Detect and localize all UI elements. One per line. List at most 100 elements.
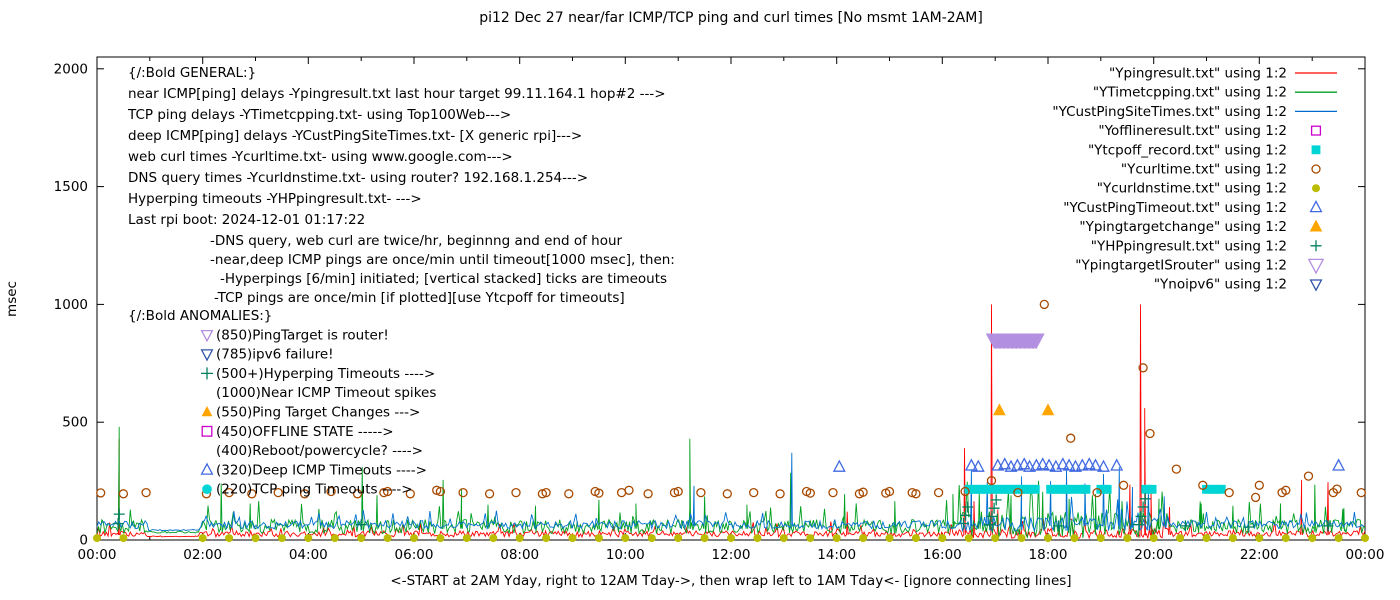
point-ycurldnstime <box>938 534 947 543</box>
point-ycurldnstime <box>1070 534 1079 543</box>
point-ycurldnstime <box>859 534 868 543</box>
point-ycustpingtimeout <box>1062 458 1076 471</box>
legend: "Ypingresult.txt" using 1:2 "YTimetcpping… <box>1052 66 1337 293</box>
anomaly-line: (850)PingTarget is router! <box>216 327 389 343</box>
point-ycurltime <box>273 487 283 498</box>
point-ycurltime <box>1254 480 1264 490</box>
legend-label-ycustpingtimeout: "YCustPingTimeout.txt" using 1:2 <box>1063 200 1287 216</box>
legend-label-ynoipv6: "Ynoipv6" using 1:2 <box>1154 277 1287 293</box>
point-yhppingresult <box>988 502 1000 514</box>
point-ycustpingtimeout <box>1010 458 1024 471</box>
general-note-line: DNS query times -Ycurldnstime.txt- using… <box>128 170 588 186</box>
point-ycurltime <box>696 487 706 498</box>
point-ycurldnstime <box>1281 534 1290 543</box>
general-note-line: Last rpi boot: 2024-12-01 01:17:22 <box>128 212 365 228</box>
point-ycurldnstime <box>1017 534 1026 543</box>
point-ycurldnstime <box>911 534 920 543</box>
point-ycurldnstime <box>1044 534 1052 543</box>
legend-marker-ypingtargetisrouter <box>1307 258 1325 275</box>
point-ycurldnstime <box>621 534 630 543</box>
anomaly-marker <box>201 367 213 380</box>
legend-label-ycustpingsitetimes: "YCustPingSiteTimes.txt" using 1:2 <box>1052 104 1287 120</box>
point-ycurltime <box>828 487 838 498</box>
general-note-line: TCP ping delays -YTimetcpping.txt- using… <box>127 107 511 123</box>
point-ycurltime <box>458 487 468 498</box>
point-yhppingresult <box>1053 520 1065 532</box>
point-ycurldnstime <box>1228 534 1237 543</box>
point-ycurltime <box>858 487 868 497</box>
point-ytcpoff_record <box>1068 484 1078 494</box>
point-ytcpoff_record <box>1030 484 1040 494</box>
point-ycurltime <box>1145 428 1155 439</box>
point-yhppingresult <box>1179 520 1191 532</box>
point-ycurltime <box>247 489 257 499</box>
point-yhppingresult <box>1139 493 1151 505</box>
point-ycurldnstime <box>1308 534 1317 543</box>
point-ycurldnstime <box>1255 534 1264 543</box>
y-axis-label: msec <box>4 281 20 317</box>
point-yhppingresult <box>355 519 367 531</box>
x-tick-label: 08:00 <box>500 547 539 563</box>
point-ycurltime <box>594 488 604 498</box>
x-tick-label: 16:00 <box>923 547 962 563</box>
point-ycurldnstime <box>806 534 815 543</box>
point-ycustpingtimeout <box>991 458 1005 471</box>
anomaly-line: {/:Bold ANOMALIES:} <box>128 308 272 324</box>
point-ycustpingtimeout <box>1332 458 1346 471</box>
anomaly-marker <box>200 462 214 475</box>
x-tick-label: 02:00 <box>183 547 222 563</box>
legend-marker-yofflineresult <box>1310 125 1322 136</box>
x-tick-label: 12:00 <box>712 547 751 563</box>
anomaly-line: (550)Ping Target Changes ---> <box>216 405 420 421</box>
x-tick-label: 04:00 <box>289 547 328 563</box>
point-ycurltime <box>1118 480 1129 490</box>
point-ycurltime <box>382 486 393 497</box>
point-ycurltime <box>405 489 415 499</box>
point-ycurltime <box>643 489 653 499</box>
general-note-line: -Hyperpings [6/min] initiated; [vertical… <box>220 271 667 287</box>
point-ycurldnstime <box>753 534 762 543</box>
point-ycurldnstime <box>330 534 339 543</box>
point-ycustpingtimeout <box>1042 458 1056 471</box>
point-ycurldnstime <box>410 534 418 543</box>
point-ycurltime <box>1092 487 1102 498</box>
legend-marker-ycustpingtimeout <box>1309 200 1323 213</box>
legend-label-ytcpoff_record: "Ytcpoff_record.txt" using 1:2 <box>1088 142 1287 158</box>
point-ycustpingtimeout <box>1069 459 1082 472</box>
point-ycustpingtimeout <box>1082 457 1096 470</box>
point-ycurldnstime <box>885 534 894 543</box>
point-ycurltime <box>1171 464 1182 474</box>
point-ycurldnstime <box>700 534 709 543</box>
legend-label-yhppingresult: "YHPpingresult.txt" using 1:2 <box>1091 238 1287 254</box>
general-note-line: deep ICMP[ping] delays -YCustPingSiteTim… <box>128 128 582 144</box>
point-ycustpingtimeout <box>1036 457 1050 470</box>
point-ycurltime <box>884 486 895 497</box>
point-yhppingresult <box>1322 520 1334 532</box>
point-yhppingresult <box>1243 521 1255 533</box>
point-ycurltime <box>1224 487 1234 498</box>
point-yhppingresult <box>1133 519 1145 531</box>
x-tick-label: 00:00 <box>78 547 117 563</box>
point-yhppingresult <box>962 501 974 513</box>
point-ycurltime <box>326 486 336 497</box>
point-ycurldnstime <box>647 534 656 543</box>
legend-label-ypingresult: "Ypingresult.txt" using 1:2 <box>1109 66 1287 82</box>
general-note-line: near ICMP[ping] delays -Ypingresult.txt … <box>128 86 666 102</box>
point-ycurltime <box>669 487 680 498</box>
point-ycurltime <box>1281 485 1291 495</box>
point-ycurltime <box>1332 484 1342 494</box>
point-yhppingresult <box>112 518 124 529</box>
general-note-line: web curl times -Ycurltime.txt- using www… <box>128 149 513 165</box>
point-ycurldnstime <box>964 534 973 543</box>
point-ycurltime <box>564 489 574 499</box>
general-note-line: -DNS query, web curl are twice/hr, begin… <box>210 233 623 249</box>
point-ycurltime <box>511 487 521 498</box>
anomaly-marker <box>201 425 213 437</box>
point-ycurltime <box>960 486 970 497</box>
point-ycurldnstime <box>198 534 207 543</box>
point-ycurltime <box>1066 433 1076 443</box>
point-ycurltime <box>224 487 234 498</box>
point-ypingtargetchange <box>1041 403 1055 416</box>
point-ycurldnstime <box>436 534 445 543</box>
annotations: {/:Bold GENERAL:} near ICMP[ping] delays … <box>127 65 675 498</box>
